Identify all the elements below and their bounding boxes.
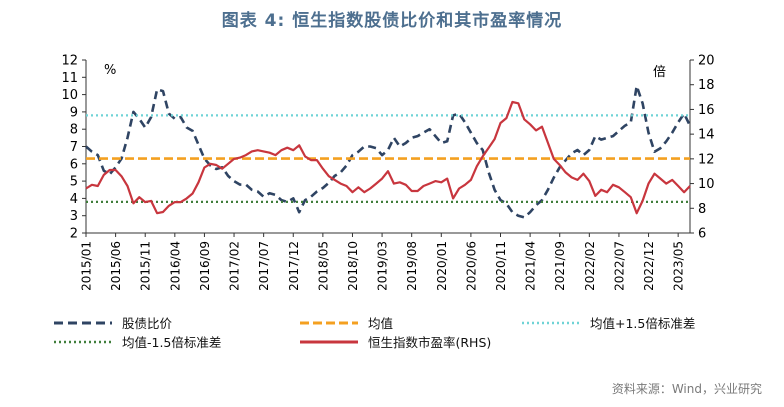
right-tick-label: 18: [698, 78, 715, 93]
legend-label-upper: 均值+1.5倍标准差: [590, 316, 696, 331]
left-tick-label: 3: [70, 209, 78, 224]
x-tick-label: 2023/05: [672, 241, 686, 291]
left-tick-label: 11: [61, 71, 78, 86]
right-unit-label: 倍: [653, 65, 666, 80]
legend-item-mean: 均值: [298, 313, 393, 332]
right-tick-label: 6: [698, 227, 706, 242]
legend-label-mean: 均值: [368, 316, 394, 331]
x-tick-label: 2022/07: [612, 241, 626, 291]
left-tick-label: 6: [70, 157, 78, 172]
legend-item-lower: 均值-1.5倍标准差: [52, 332, 221, 351]
x-tick-label: 2016/04: [168, 241, 182, 291]
left-tick-label: 9: [70, 105, 78, 120]
x-tick-label: 2021/09: [553, 241, 567, 291]
legend-label-ratio: 股债比价: [122, 316, 173, 331]
x-tick-label: 2022/02: [583, 241, 597, 291]
left-tick-label: 8: [70, 123, 78, 138]
legend-item-ratio: 股债比价: [52, 313, 172, 332]
x-tick-label: 2017/02: [228, 241, 242, 291]
x-tick-label: 2015/06: [109, 241, 123, 291]
right-tick-label: 12: [698, 152, 715, 167]
left-unit-label: %: [104, 63, 116, 78]
legend-swatch-upper: [522, 321, 580, 324]
legend-label-lower: 均值-1.5倍标准差: [122, 335, 222, 350]
x-tick-label: 2020/01: [435, 241, 449, 291]
right-tick-label: 14: [698, 128, 715, 143]
x-tick-label: 2018/10: [346, 241, 360, 291]
left-tick-label: 4: [70, 192, 78, 207]
right-tick-label: 20: [698, 54, 715, 69]
x-tick-label: 2016/09: [198, 241, 212, 291]
x-tick-label: 2021/04: [524, 241, 538, 291]
legend-swatch-pe: [300, 340, 358, 343]
left-tick-label: 7: [70, 140, 78, 155]
x-tick-label: 2019/08: [405, 241, 419, 291]
legend-label-pe: 恒生指数市盈率(RHS): [368, 335, 492, 350]
left-tick-label: 10: [61, 88, 78, 103]
axes: 2 3 4 5 6 7 8 9 10 11 12 6 8 10 12 14 16 18 20 2015/01 2015/…: [61, 54, 714, 291]
left-tick-label: 12: [61, 54, 78, 69]
series-line-0: [85, 84, 692, 219]
x-tick-label: 2017/07: [257, 241, 271, 291]
left-tick-label: 5: [70, 175, 78, 190]
x-tick-label: 2019/03: [376, 241, 390, 291]
legend-swatch-ratio: [54, 321, 112, 324]
legend-item-upper: 均值+1.5倍标准差: [520, 313, 695, 332]
legend-item-pe: 恒生指数市盈率(RHS): [298, 332, 491, 351]
legend-swatch-mean: [300, 321, 358, 324]
left-tick-label: 2: [70, 227, 78, 242]
series-line-4: [85, 100, 691, 215]
right-tick-label: 10: [698, 177, 715, 192]
x-tick-label: 2017/12: [287, 241, 301, 291]
x-tick-label: 2015/11: [139, 241, 153, 291]
source-note: 资料来源：Wind，兴业研究: [611, 382, 762, 396]
x-tick-label: 2015/01: [80, 241, 94, 291]
chart-title: 图表 4: 恒生指数股债比价和其市盈率情况: [221, 11, 563, 31]
x-tick-label: 2022/12: [642, 241, 656, 291]
right-tick-label: 8: [698, 202, 706, 217]
right-tick-label: 16: [698, 103, 715, 118]
x-tick-label: 2020/11: [494, 241, 508, 291]
x-tick-label: 2018/05: [316, 241, 330, 291]
legend-swatch-lower: [54, 340, 112, 343]
x-tick-label: 2020/06: [464, 241, 478, 291]
plot-lines: [85, 84, 692, 219]
